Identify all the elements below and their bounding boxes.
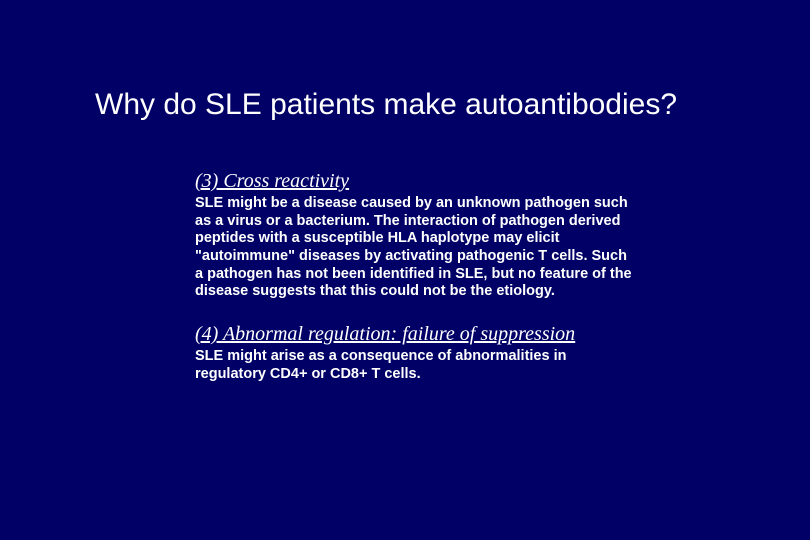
slide: Why do SLE patients make autoantibodies?…	[0, 0, 810, 540]
slide-content: (3) Cross reactivity SLE might be a dise…	[195, 170, 635, 406]
section-heading-4: (4) Abnormal regulation: failure of supp…	[195, 323, 635, 346]
section-heading-3: (3) Cross reactivity	[195, 170, 635, 193]
section-body-3: SLE might be a disease caused by an unkn…	[195, 195, 635, 301]
slide-title: Why do SLE patients make autoantibodies?	[95, 88, 677, 122]
section-body-4: SLE might arise as a consequence of abno…	[195, 348, 635, 383]
